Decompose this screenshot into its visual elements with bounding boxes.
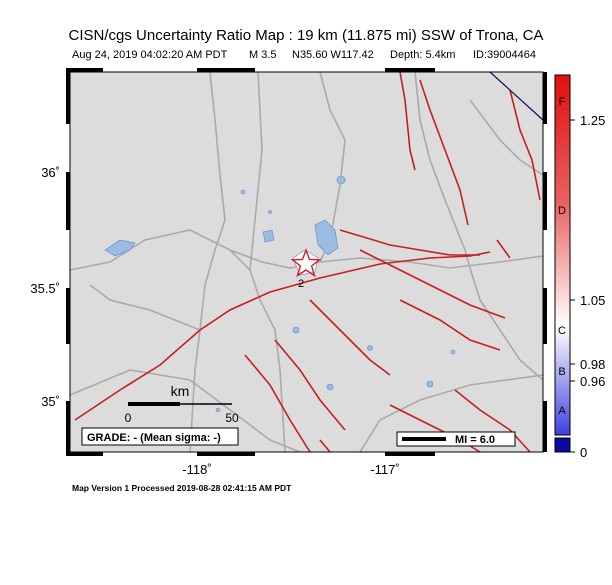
info-loc: N35.60 W117.42 bbox=[292, 49, 374, 61]
frame-ticks bbox=[66, 68, 547, 456]
colorbar: F D C B A 1.25 1.05 0.98 0.96 0 bbox=[554, 74, 605, 460]
epicenter-star bbox=[290, 247, 322, 278]
scale-bar-fill bbox=[128, 402, 180, 406]
colorbar-ramp bbox=[554, 74, 571, 436]
lat-label: 35.5˚ bbox=[30, 281, 60, 296]
mi-box bbox=[396, 431, 516, 447]
colorbar-tick: 1.05 bbox=[580, 293, 605, 308]
lat-label: 36˚ bbox=[41, 165, 60, 180]
scale-label: 50 bbox=[225, 411, 239, 425]
colorbar-tick: 1.25 bbox=[580, 113, 605, 128]
scale-label: 0 bbox=[125, 411, 132, 425]
grade-letter: D bbox=[558, 205, 566, 217]
info-date: Aug 24, 2019 04:02:20 AM PDT bbox=[72, 49, 228, 61]
scale-title: km bbox=[171, 383, 190, 399]
grade-box bbox=[81, 427, 239, 446]
info-line: Aug 24, 2019 04:02:20 AM PDT M 3.5 N35.6… bbox=[72, 49, 536, 61]
title: CISN/cgs Uncertainty Ratio Map : 19 km (… bbox=[69, 27, 544, 44]
grade-text: GRADE: - (Mean sigma: -) bbox=[87, 432, 221, 444]
mi-text: MI = 6.0 bbox=[455, 434, 495, 446]
grade-letters: F D C B A bbox=[558, 96, 566, 417]
map-frame bbox=[69, 71, 544, 453]
info-mag: M 3.5 bbox=[249, 49, 277, 61]
colorbar-low bbox=[554, 437, 571, 453]
colorbar-ticks: 1.25 1.05 0.98 0.96 0 bbox=[570, 113, 605, 460]
grade-letter: C bbox=[558, 325, 566, 337]
lon-label: -118˚ bbox=[182, 462, 211, 477]
contour-label: 2 bbox=[298, 278, 304, 290]
map: 2 km 0 50 GRADE: - (Mean sigma: -) MI = … bbox=[30, 68, 547, 477]
grade-letter: B bbox=[558, 366, 565, 378]
lat-label: 35˚ bbox=[41, 394, 60, 409]
lat-labels: 36˚ 35.5˚ 35˚ bbox=[30, 165, 60, 409]
boundary bbox=[489, 71, 544, 121]
grade-letter: A bbox=[558, 405, 566, 417]
lakes bbox=[104, 175, 456, 413]
colorbar-tick: 0 bbox=[580, 445, 587, 460]
footer: Map Version 1 Processed 2019-08-28 02:41… bbox=[72, 483, 292, 493]
colorbar-tick: 0.98 bbox=[580, 357, 605, 372]
info-depth: Depth: 5.4km bbox=[390, 49, 455, 61]
grade-letter: F bbox=[559, 96, 566, 108]
colorbar-tick: 0.96 bbox=[580, 374, 605, 389]
info-id: ID:39004464 bbox=[473, 49, 536, 61]
lon-labels: -118˚ -117˚ bbox=[182, 462, 399, 477]
roads bbox=[69, 71, 544, 453]
lon-label: -117˚ bbox=[370, 462, 399, 477]
